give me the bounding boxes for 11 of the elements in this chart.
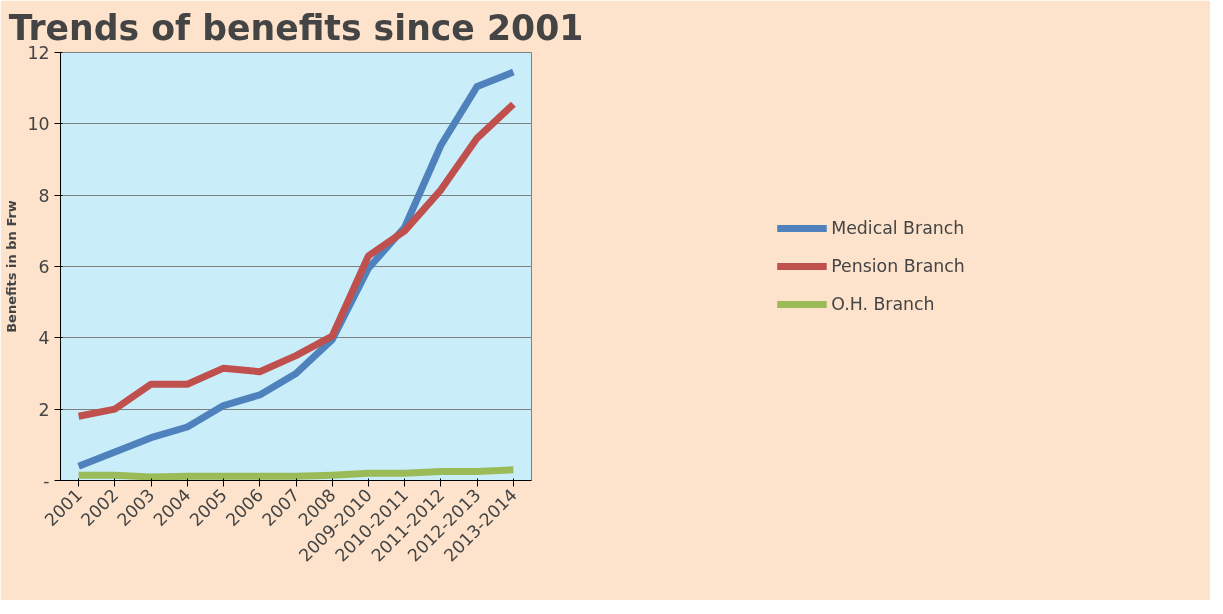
y-tick-label: 10 <box>27 114 50 135</box>
y-tick-label: 8 <box>38 185 50 206</box>
y-axis-title: Benefits in bn Frw <box>4 200 20 333</box>
y-tick-label: 6 <box>38 257 50 277</box>
legend-label: O.H. Branch <box>831 294 935 314</box>
y-tick-label: 4 <box>38 328 50 349</box>
y-tick-label: 2 <box>38 399 50 420</box>
y-tick-label: 12 <box>27 43 50 63</box>
legend-label: Pension Branch <box>831 256 965 276</box>
y-tick-label: - <box>43 471 50 491</box>
legend-label: Medical Branch <box>831 218 965 238</box>
